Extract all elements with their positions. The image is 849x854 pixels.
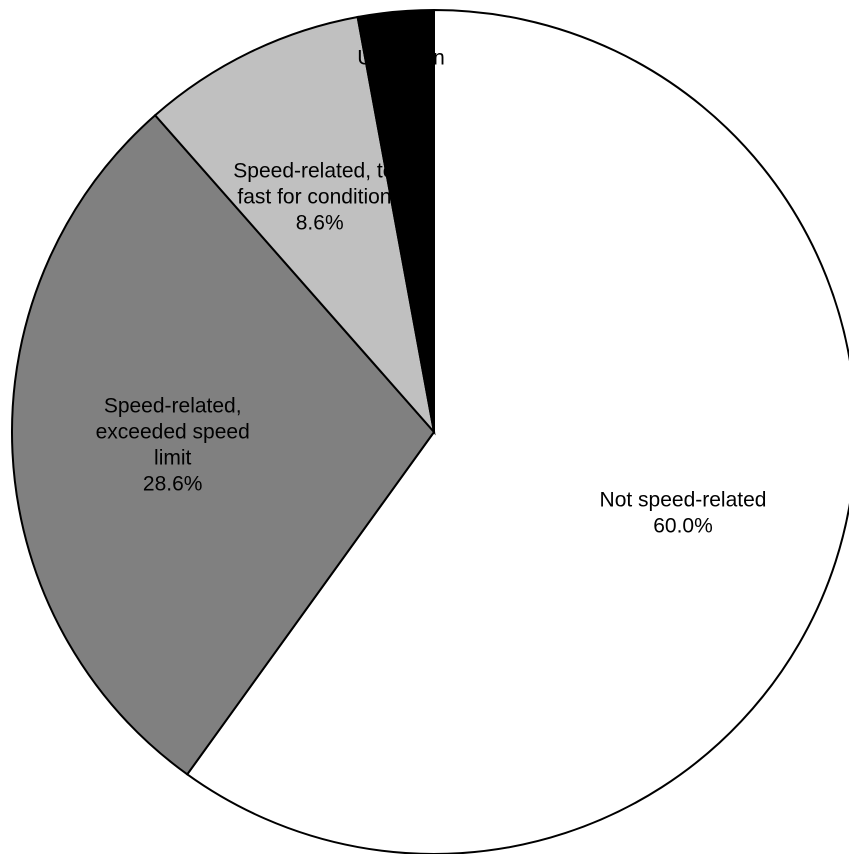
slice-label-too-fast-for-conditions: Speed-related, too fast for conditions 8.6… bbox=[233, 160, 406, 235]
slice-label-line: exceeded speed bbox=[96, 421, 250, 444]
pie-slice-exceeded-speed-limit bbox=[11, 113, 436, 776]
slice-label-line: 28.6% bbox=[143, 473, 203, 496]
slice-label-line: 2.9% bbox=[377, 73, 425, 96]
slice-label-exceeded-speed-limit: Speed-related, exceeded speed limit 28.6% bbox=[96, 395, 250, 496]
slice-label-line: 8.6% bbox=[296, 212, 344, 235]
slice-label-line: limit bbox=[154, 447, 191, 470]
slice-label-line: Not speed-related bbox=[600, 488, 767, 511]
slice-label-line: Speed-related, bbox=[104, 395, 242, 418]
slice-label-line: 60.0% bbox=[653, 514, 713, 537]
pie-slice-too-fast-for-conditions bbox=[153, 15, 436, 436]
slice-label-line: Unknown bbox=[357, 47, 445, 70]
slice-label-unknown: Unknown 2.9% bbox=[357, 47, 445, 96]
pie-slices bbox=[11, 8, 849, 854]
pie-slice-unknown bbox=[356, 8, 435, 433]
slice-label-line: Speed-related, too bbox=[233, 160, 406, 183]
pie-labels: Not speed-related 60.0% Speed-related, exce… bbox=[96, 47, 767, 538]
slice-label-line: fast for conditions bbox=[237, 186, 402, 209]
slice-label-not-speed-related: Not speed-related 60.0% bbox=[600, 488, 767, 537]
pie-slice-not-speed-related bbox=[185, 8, 849, 854]
